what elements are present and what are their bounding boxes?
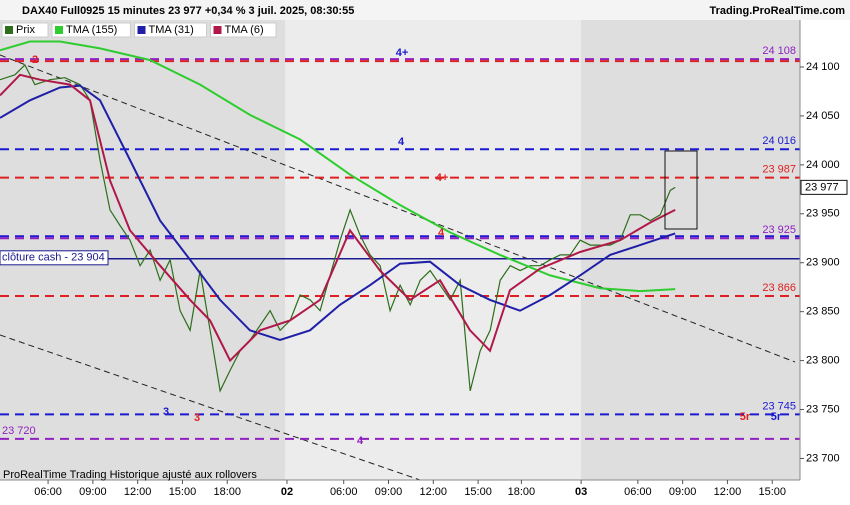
day-band xyxy=(581,20,800,480)
x-tick-label: 15:00 xyxy=(758,486,786,498)
series-line xyxy=(0,40,676,293)
legend-item xyxy=(1,22,49,38)
x-tick-label: 03 xyxy=(575,486,587,498)
x-tick-label: 02 xyxy=(281,486,293,498)
legend-label: Prix xyxy=(16,24,35,36)
level-label: clôture cash - 23 904 xyxy=(2,252,105,264)
zone-label: 4 xyxy=(438,227,445,239)
y-tick-label: 23 900 xyxy=(806,257,840,269)
series-line xyxy=(0,84,676,342)
level-label: 24 108 xyxy=(762,45,796,57)
day-band xyxy=(0,20,285,480)
zone-label: 2 xyxy=(32,54,38,66)
zone-label: 4+ xyxy=(436,172,449,184)
zone-label: 3 xyxy=(194,412,200,424)
footer: ProRealTime Trading Historique ajusté au… xyxy=(3,469,257,481)
legend-item xyxy=(210,22,277,38)
level-label: 23 720 xyxy=(2,425,36,437)
level-label-box xyxy=(0,250,109,266)
level-label: 23 866 xyxy=(762,282,796,294)
day-band xyxy=(285,20,581,480)
y-axis-area xyxy=(800,20,850,500)
trend-line xyxy=(0,54,796,363)
x-tick-label: 09:00 xyxy=(375,486,403,498)
y-tick-label: 23 700 xyxy=(806,452,840,464)
zone-label: 4+ xyxy=(396,47,409,59)
x-tick-label: 15:00 xyxy=(169,486,197,498)
legend-item xyxy=(134,22,207,38)
legend-item xyxy=(51,22,131,38)
x-tick-label: 06:00 xyxy=(330,486,358,498)
zone-label: 5r xyxy=(771,411,782,423)
header-title: DAX40 Full0925 15 minutes 23 977 +0,34 %… xyxy=(22,5,354,17)
x-tick-label: 12:00 xyxy=(124,486,152,498)
y-tick-label: 23 850 xyxy=(806,306,840,318)
series-line xyxy=(0,73,676,363)
header-bar xyxy=(0,0,850,20)
level-label: 23 987 xyxy=(762,163,796,175)
zone-label: 3 xyxy=(163,406,169,418)
y-tick-label: 24 000 xyxy=(806,159,840,171)
y-tick-label: 23 950 xyxy=(806,208,840,220)
legend-swatch xyxy=(55,26,63,34)
last-price-label: 23 977 xyxy=(805,181,839,193)
x-tick-label: 12:00 xyxy=(714,486,742,498)
zone-label: 5r xyxy=(740,411,751,423)
series-line xyxy=(0,63,676,393)
highlight-box xyxy=(664,150,698,230)
level-label: 23 925 xyxy=(762,224,796,236)
x-tick-label: 09:00 xyxy=(79,486,107,498)
legend-label: TMA (6) xyxy=(225,24,264,36)
last-price-box xyxy=(800,179,848,195)
level-label: 23 745 xyxy=(762,400,796,412)
zone-label: 4 xyxy=(357,435,364,447)
legend-label: TMA (31) xyxy=(149,24,194,36)
level-label: 24 016 xyxy=(762,135,796,147)
legend-label: TMA (155) xyxy=(66,24,117,36)
x-tick-label: 09:00 xyxy=(669,486,697,498)
legend-swatch xyxy=(213,26,222,34)
x-tick-label: 18:00 xyxy=(213,486,241,498)
y-tick-label: 23 750 xyxy=(806,403,840,415)
x-tick-label: 06:00 xyxy=(34,486,62,498)
y-tick-label: 24 100 xyxy=(806,61,840,73)
y-tick-label: 24 050 xyxy=(806,110,840,122)
x-tick-label: 06:00 xyxy=(624,486,652,498)
legend-swatch xyxy=(5,26,13,34)
x-axis-area xyxy=(0,480,850,500)
header-site: Trading.ProRealTime.com xyxy=(709,5,845,17)
x-tick-label: 18:00 xyxy=(508,486,536,498)
x-tick-label: 15:00 xyxy=(464,486,492,498)
x-tick-label: 12:00 xyxy=(420,486,448,498)
trend-line xyxy=(0,334,421,481)
legend-swatch xyxy=(137,26,146,34)
y-tick-label: 23 800 xyxy=(806,355,840,367)
zone-label: 4 xyxy=(398,136,405,148)
